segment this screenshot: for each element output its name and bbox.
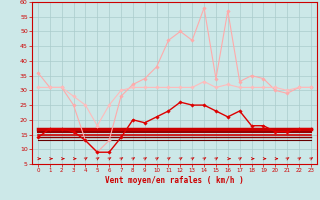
X-axis label: Vent moyen/en rafales ( km/h ): Vent moyen/en rafales ( km/h ) <box>105 176 244 185</box>
